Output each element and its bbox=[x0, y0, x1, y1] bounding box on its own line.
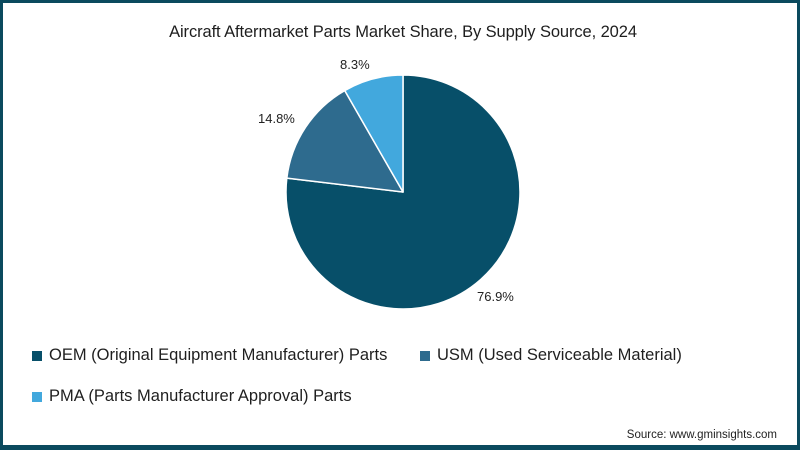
label-pma-percent: 8.3% bbox=[340, 57, 370, 72]
legend-label-usm: USM (Used Serviceable Material) bbox=[437, 346, 682, 364]
legend-swatch-oem bbox=[32, 350, 42, 361]
chart-title: Aircraft Aftermarket Parts Market Share,… bbox=[169, 23, 637, 41]
legend-label-pma: PMA (Parts Manufacturer Approval) Parts bbox=[49, 387, 352, 405]
legend-item-pma[interactable]: PMA (Parts Manufacturer Approval) Parts bbox=[32, 387, 352, 406]
legend-item-usm[interactable]: USM (Used Serviceable Material) bbox=[420, 346, 682, 365]
pie-slice-pma[interactable] bbox=[343, 74, 404, 193]
label-oem-percent: 76.9% bbox=[477, 289, 514, 304]
source-credit: Source: www.gminsights.com bbox=[626, 429, 777, 441]
pie-slices bbox=[285, 74, 521, 310]
legend-label-oem: OEM (Original Equipment Manufacturer) Pa… bbox=[49, 346, 388, 364]
legend-swatch-pma bbox=[32, 391, 42, 402]
label-usm-percent: 14.8% bbox=[258, 111, 295, 126]
legend-item-oem[interactable]: OEM (Original Equipment Manufacturer) Pa… bbox=[32, 346, 387, 365]
legend-swatch-usm bbox=[420, 350, 430, 361]
pie-chart bbox=[285, 74, 521, 310]
pie-slice-usm[interactable] bbox=[286, 89, 404, 193]
